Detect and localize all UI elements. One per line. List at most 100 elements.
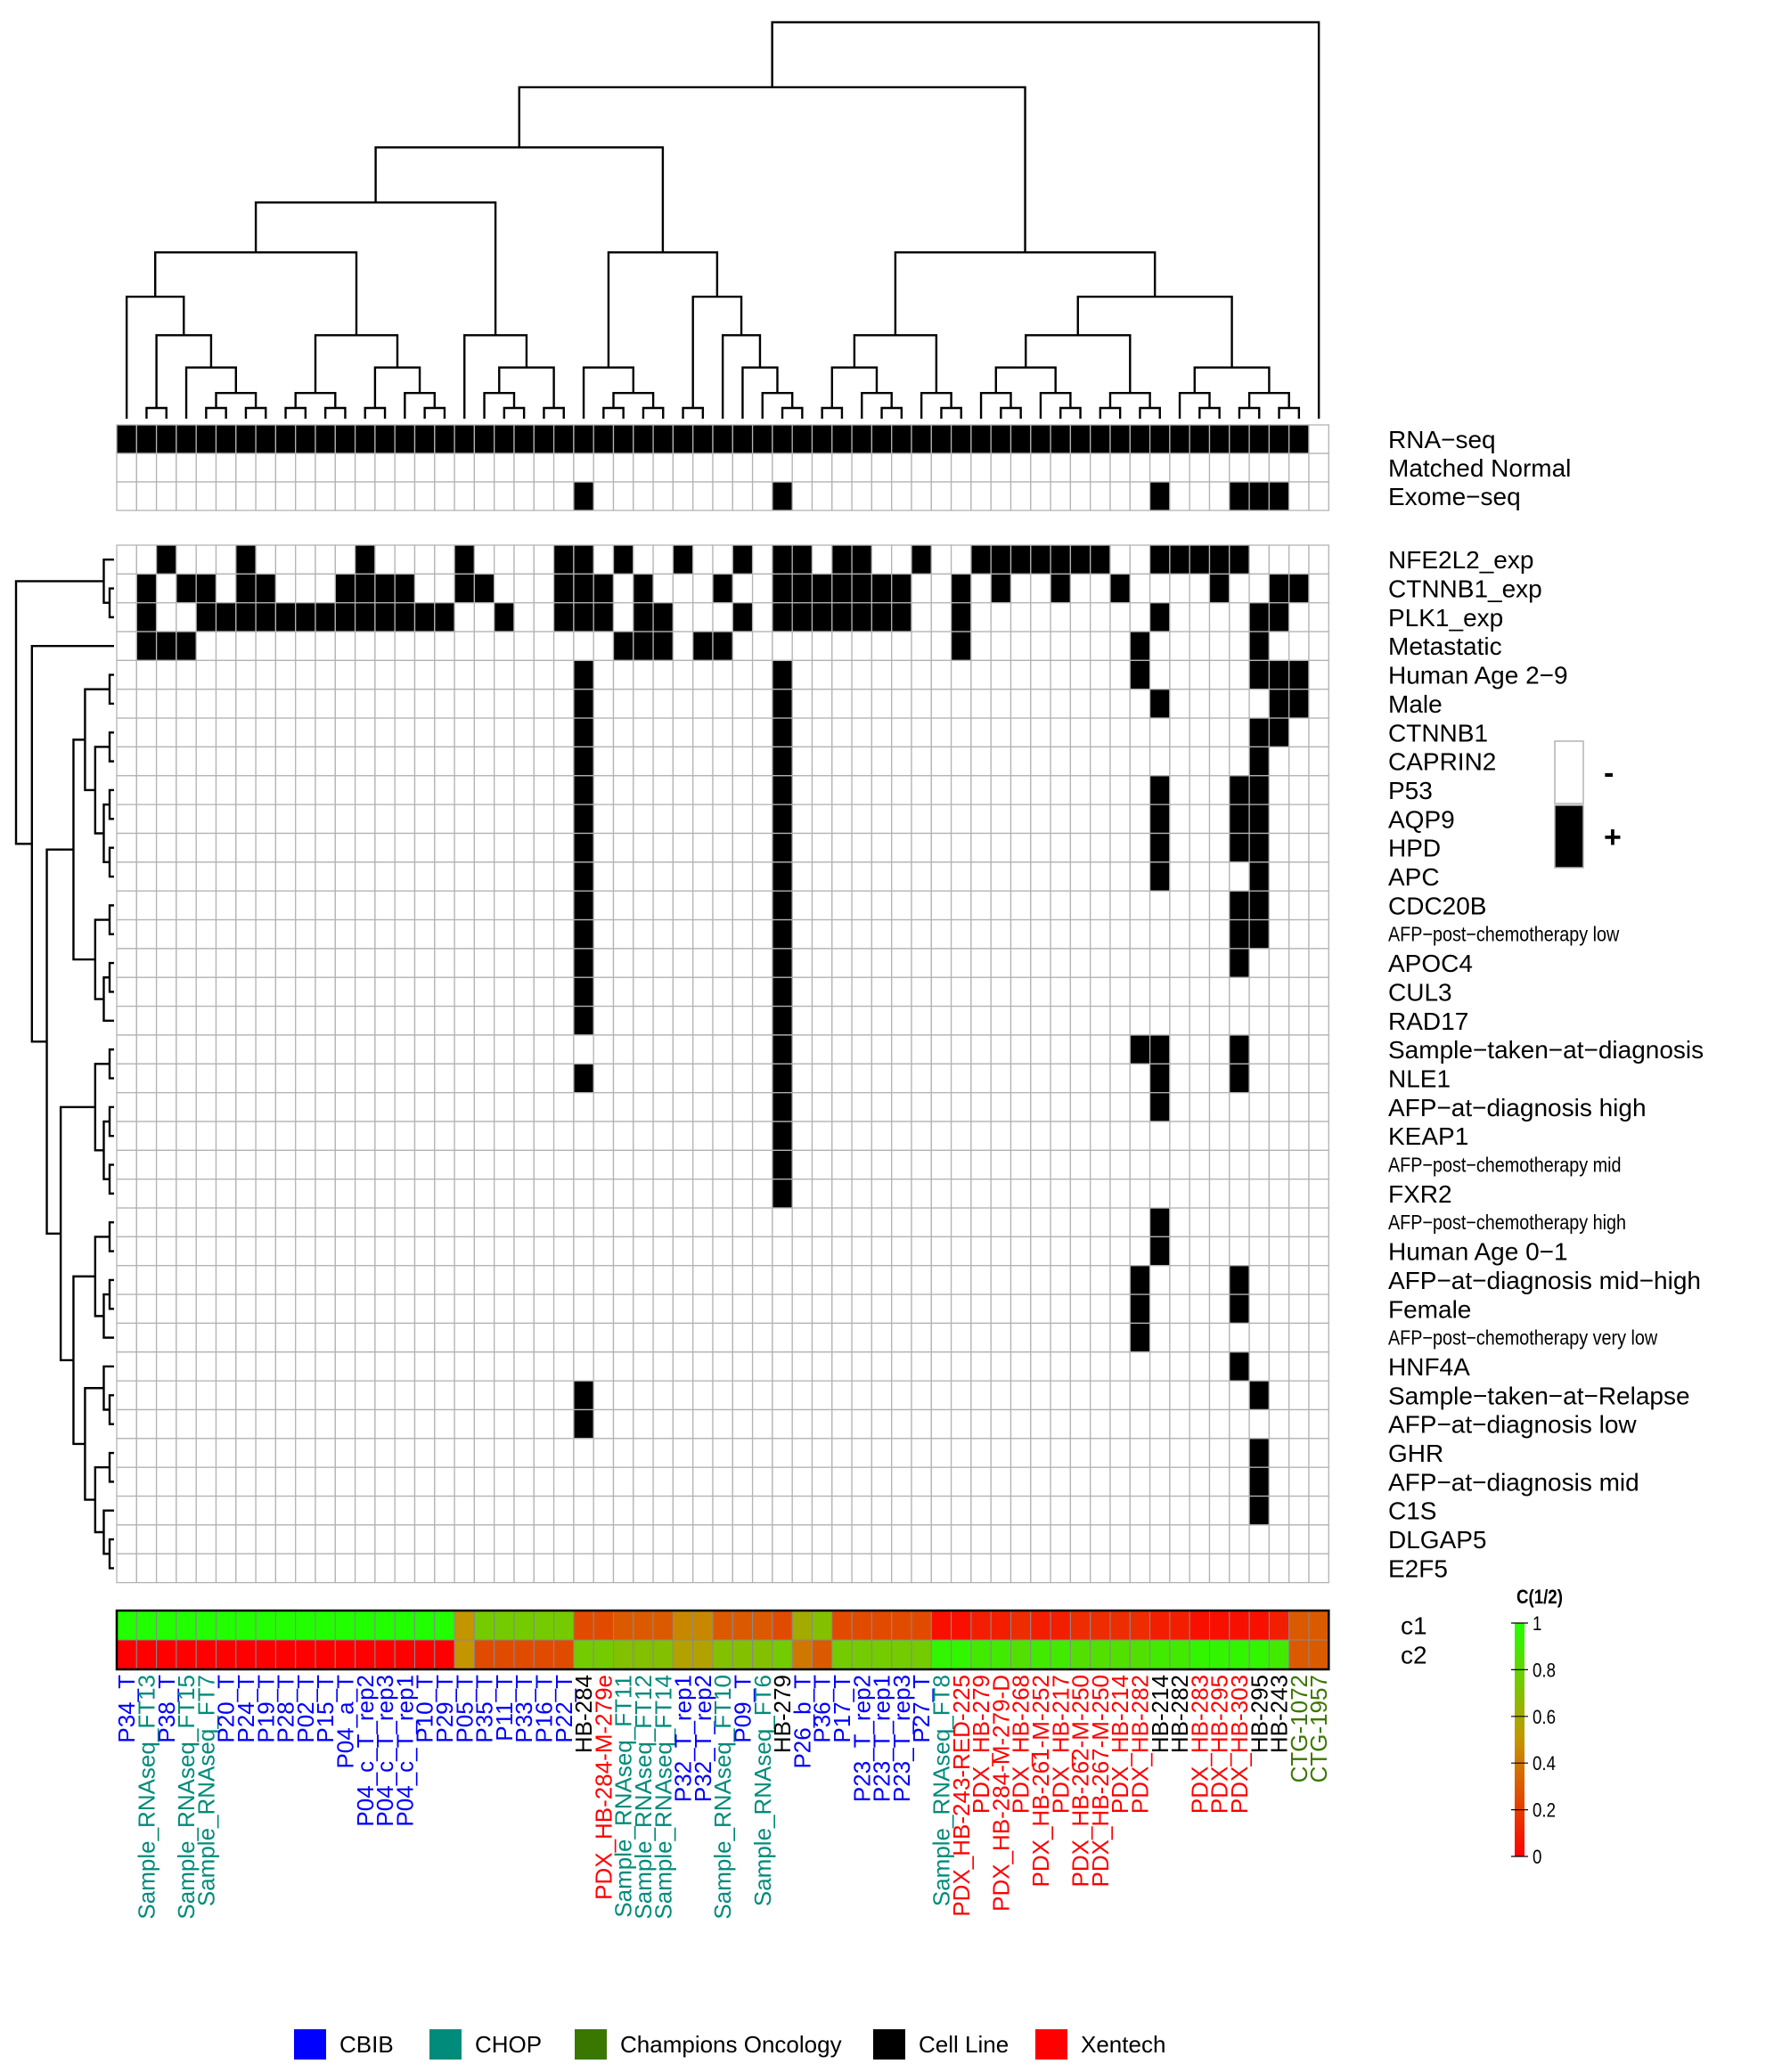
heatmap-cell <box>274 1351 297 1382</box>
heatmap-cell <box>454 1495 476 1526</box>
heatmap-cell <box>791 1524 813 1554</box>
annotation-cell <box>135 481 158 511</box>
heatmap-cell <box>552 976 575 1007</box>
annotation-cell <box>612 481 634 511</box>
heatmap-cell <box>1288 1092 1310 1122</box>
heatmap-cell <box>354 1092 376 1122</box>
heatmap-cell <box>712 689 733 719</box>
heatmap-cell <box>1169 631 1190 662</box>
heatmap-cell <box>950 1063 972 1094</box>
heatmap-cell <box>116 832 137 863</box>
heatmap-cell <box>811 775 833 805</box>
annotation-cell <box>1208 481 1230 511</box>
heatmap-cell <box>652 1034 674 1065</box>
heatmap-cell <box>990 1121 1012 1151</box>
heatmap-cell <box>494 1092 515 1122</box>
dendrogram-branch <box>102 1509 114 1555</box>
heatmap-cell <box>1010 918 1032 950</box>
heatmap-cell <box>1050 890 1072 921</box>
annotation-cell <box>354 481 376 511</box>
heatmap-cell <box>315 1149 336 1180</box>
heatmap-cell <box>612 1207 634 1238</box>
heatmap-cell <box>473 775 495 805</box>
heatmap-cell <box>155 1207 177 1238</box>
heatmap-cell <box>454 1553 476 1584</box>
heatmap-cell <box>155 1408 177 1440</box>
consensus-cell <box>1069 1610 1091 1641</box>
consensus-cell <box>772 1639 793 1670</box>
annotation-cell <box>354 424 376 454</box>
heatmap-cell <box>672 976 694 1007</box>
heatmap-cell <box>1189 1121 1211 1151</box>
heatmap-cell <box>274 1005 297 1036</box>
heatmap-cell <box>1069 1495 1091 1526</box>
heatmap-cell <box>772 918 793 950</box>
heatmap-cell <box>195 1524 217 1554</box>
heatmap-cell <box>413 861 436 892</box>
heatmap-cell <box>215 1438 237 1468</box>
heatmap-cell <box>1248 1034 1271 1065</box>
heatmap-cell <box>891 602 912 632</box>
heatmap-cell <box>513 717 535 748</box>
heatmap-cell <box>1169 717 1190 748</box>
heatmap-cell <box>1069 1236 1091 1267</box>
consensus-cell <box>216 1639 237 1670</box>
heatmap-cell <box>315 1063 336 1094</box>
heatmap-cell <box>434 890 455 921</box>
heatmap-cell <box>295 1121 316 1151</box>
heatmap-cell <box>811 1063 833 1094</box>
heatmap-cell <box>434 1380 455 1411</box>
heatmap-cell <box>573 1553 594 1584</box>
heatmap-cell <box>652 659 674 690</box>
heatmap-cell <box>374 1034 396 1065</box>
heatmap-cell <box>176 918 197 950</box>
heatmap-cell <box>494 918 515 950</box>
annotation-cell <box>494 453 515 483</box>
annotation-cell <box>1288 481 1310 511</box>
heatmap-cell <box>1189 1179 1211 1209</box>
heatmap-cell <box>513 890 535 921</box>
heatmap-cell <box>434 948 455 978</box>
heatmap-cell <box>1129 717 1151 748</box>
heatmap-cell <box>633 918 654 950</box>
row-label: Human Age 0−1 <box>1388 1238 1568 1266</box>
heatmap-cell <box>473 602 495 632</box>
column-label: P10_T <box>412 1675 438 1743</box>
heatmap-cell <box>494 1524 515 1554</box>
consensus-cell <box>732 1610 754 1641</box>
heatmap-cell <box>176 1495 197 1526</box>
heatmap-cell <box>454 1092 476 1122</box>
heatmap-cell <box>552 1265 575 1295</box>
heatmap-cell <box>911 775 932 805</box>
heatmap-cell <box>831 1322 853 1353</box>
heatmap-cell <box>552 631 575 662</box>
heatmap-cell <box>1050 948 1072 978</box>
heatmap-cell <box>1288 1293 1310 1325</box>
heatmap-cell <box>116 1380 137 1411</box>
consensus-cell <box>116 1639 137 1670</box>
heatmap-cell <box>712 1207 733 1238</box>
annotation-cell <box>1010 424 1032 454</box>
annotation-cell <box>911 453 932 483</box>
heatmap-cell <box>215 918 237 950</box>
heatmap-cell <box>732 861 754 892</box>
heatmap-cell <box>652 1063 674 1094</box>
heatmap-cell <box>552 1553 575 1584</box>
heatmap-cell <box>513 804 535 835</box>
heatmap-cell <box>1050 1179 1072 1209</box>
source-legend-label: CBIB <box>339 2031 394 2058</box>
heatmap-cell <box>672 1380 694 1411</box>
heatmap-cell <box>990 918 1012 950</box>
heatmap-cell <box>633 775 654 805</box>
heatmap-cell <box>1248 544 1271 575</box>
heatmap-cell <box>295 1179 316 1209</box>
heatmap-cell <box>633 1034 654 1065</box>
heatmap-cell <box>1169 1207 1190 1238</box>
heatmap-cell <box>394 717 416 748</box>
annotation-cell <box>1109 453 1131 483</box>
heatmap-cell <box>712 918 733 950</box>
heatmap-cell <box>1308 1179 1329 1209</box>
heatmap-cell <box>911 948 932 978</box>
heatmap-cell <box>732 717 754 748</box>
